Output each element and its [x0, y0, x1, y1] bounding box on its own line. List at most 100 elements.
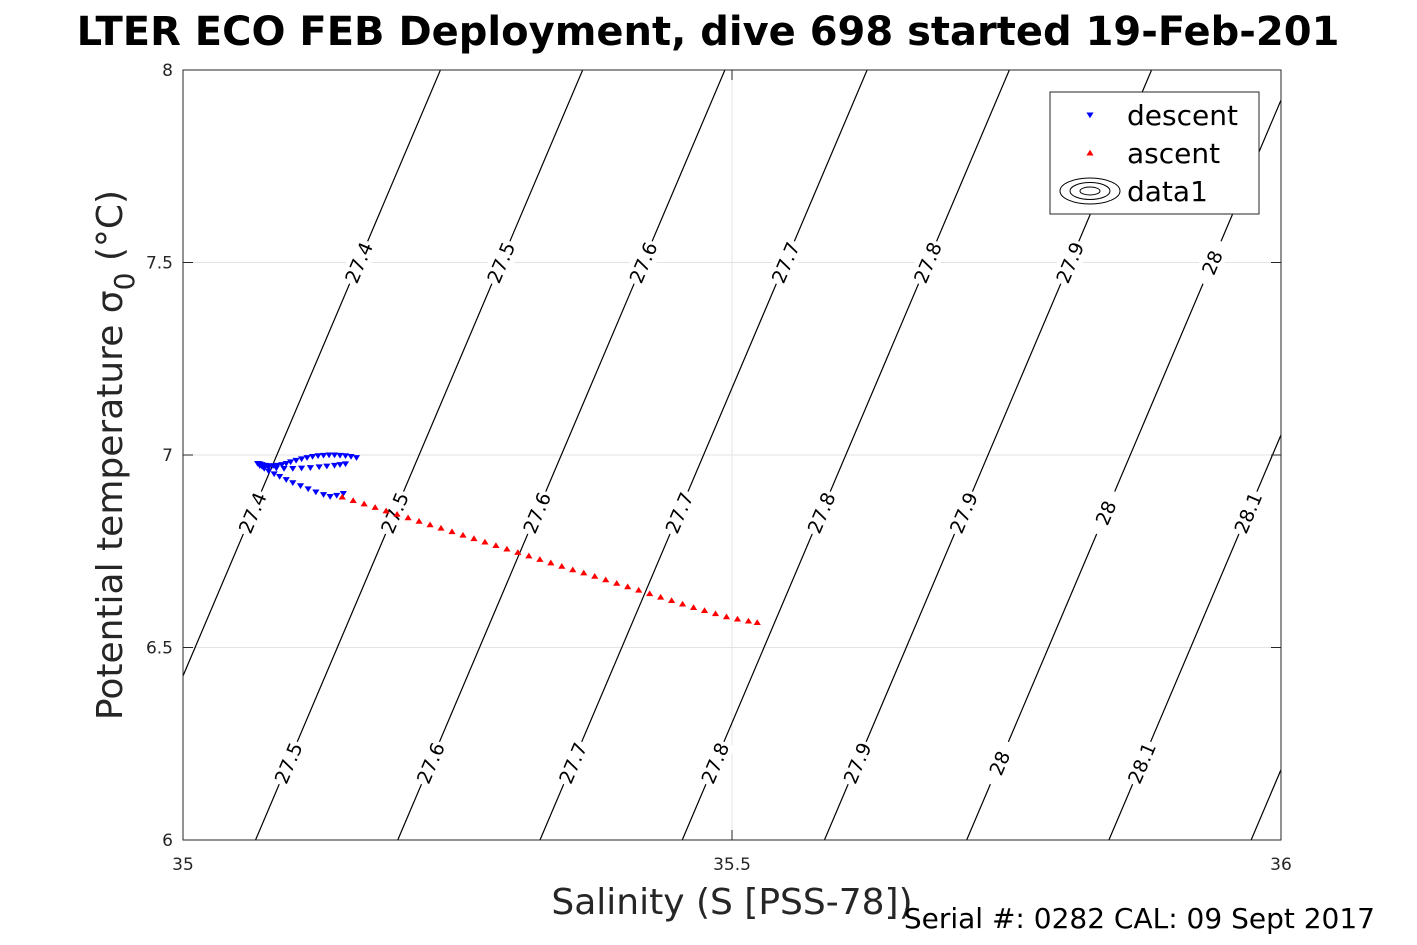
ascent-point [744, 617, 753, 624]
descent-point [265, 468, 273, 475]
descent-point [303, 455, 311, 461]
descent-point [341, 453, 350, 460]
ascent-point [448, 528, 456, 535]
descent-point [297, 456, 306, 463]
axis-ticks: 35 35.5 36 6 6.5 7 7.5 8 [146, 61, 1292, 875]
descent-point [282, 477, 290, 483]
descent-point [289, 465, 297, 472]
ascent-point [404, 514, 412, 521]
footnote-serial-cal: Serial #: 0282 CAL: 09 Sept 2017 [904, 902, 1375, 935]
descent-point [304, 486, 312, 493]
descent-point [314, 453, 322, 460]
descent-point [319, 492, 328, 498]
descent-point [341, 461, 350, 468]
ascent-point [536, 556, 544, 562]
y-axis-label: Potential temperature σ [90, 290, 131, 720]
descent-point [330, 462, 339, 469]
ascent-point [580, 569, 588, 576]
descent-point [258, 464, 266, 470]
ascent-point [547, 559, 555, 566]
ascent-point [678, 600, 687, 607]
ascent-point [470, 535, 478, 542]
legend-ascent-marker [1086, 149, 1094, 156]
legend-data1-label: data1 [1127, 175, 1208, 208]
descent-point [289, 480, 297, 486]
ascent-point [569, 566, 577, 573]
y-axis-label-group: Potential temperature σ0 (°C) [90, 190, 141, 720]
ascent-point [525, 552, 533, 559]
descent-point [323, 463, 331, 470]
legend-box [1049, 91, 1260, 215]
data-markers [254, 452, 761, 625]
y-tick-label: 7 [162, 446, 173, 466]
ascent-point [733, 615, 742, 622]
ascent-point [514, 549, 522, 555]
ascent-point [481, 538, 489, 545]
descent-point [315, 464, 323, 471]
descent-point [306, 465, 314, 471]
ascent-point [371, 504, 379, 510]
contour-line [681, 70, 1010, 840]
ascent-point [415, 517, 423, 524]
descent-point [297, 465, 306, 472]
ascent-point [591, 573, 599, 579]
chart-title: LTER ECO FEB Deployment, dive 698 starte… [77, 9, 1340, 55]
descent-point [339, 490, 347, 497]
y-axis-label-subscript: 0 [108, 273, 141, 291]
descent-point [276, 474, 284, 480]
descent-point [270, 471, 278, 478]
y-tick-label: 8 [162, 61, 173, 81]
y-tick-label: 7.5 [146, 254, 173, 274]
legend-contour-icon [1059, 177, 1121, 205]
ascent-point [426, 521, 434, 528]
ascent-point [393, 511, 401, 517]
ascent-point [646, 590, 654, 597]
ascent-point [349, 497, 357, 503]
svg-text:Potential temperature σ0 (°C): Potential temperature σ0 (°C) [90, 190, 141, 720]
ascent-point [668, 597, 676, 604]
descent-point [347, 454, 355, 460]
descent-point [280, 465, 288, 472]
descent-point [265, 464, 273, 471]
x-axis-label: Salinity (S [PSS-78]) [551, 882, 912, 923]
ascent-point [657, 593, 665, 600]
descent-point [292, 457, 300, 464]
y-tick-label: 6.5 [146, 639, 173, 659]
legend-descent-label: descent [1127, 99, 1238, 132]
x-tick-label: 36 [1270, 855, 1292, 875]
y-axis-label-unit: (°C) [90, 190, 131, 273]
legend-ascent-label: ascent [1127, 137, 1220, 170]
descent-point [296, 483, 305, 490]
ascent-point [437, 524, 445, 531]
y-tick-label: 6 [162, 831, 173, 851]
ascent-point [711, 610, 720, 617]
descent-point [272, 465, 280, 472]
ascent-point [689, 604, 698, 610]
descent-point [312, 489, 320, 496]
descent-point [333, 492, 341, 499]
ascent-point [635, 586, 643, 593]
descent-point [308, 454, 317, 460]
ascent-point [360, 500, 368, 507]
contour-line [397, 70, 726, 840]
x-tick-label: 35 [172, 855, 194, 875]
descent-point [330, 452, 339, 459]
ascent-point [722, 613, 731, 620]
ascent-point [503, 545, 511, 552]
ascent-point [613, 579, 621, 586]
descent-point [352, 455, 361, 461]
ascent-point [459, 531, 467, 538]
ascent-point [624, 583, 632, 590]
ascent-point [753, 619, 761, 625]
descent-point [287, 459, 295, 466]
ascent-point [492, 542, 500, 548]
descent-point [336, 462, 344, 468]
contour-line [1393, 70, 1417, 840]
contour-line [183, 70, 441, 678]
descent-point [319, 452, 328, 459]
ascent-point [700, 607, 709, 614]
legend-descent-marker [1086, 112, 1094, 119]
descent-point [325, 452, 333, 459]
x-tick-label: 35.5 [713, 855, 751, 875]
